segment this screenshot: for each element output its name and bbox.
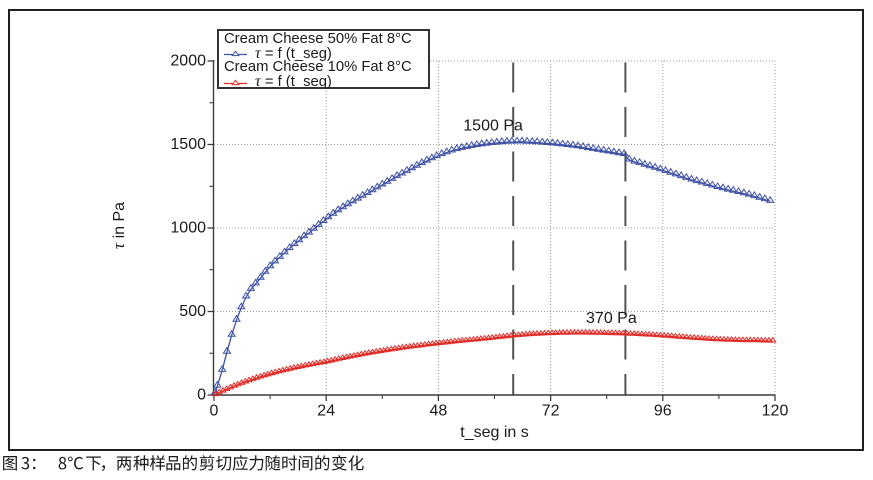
figure-caption: 图 3： 8℃下，两种样品的剪切应力随时间的变化	[0, 450, 420, 475]
series-markers-0	[210, 136, 775, 395]
annotation-1: 370 Pa	[586, 310, 637, 327]
series-markers-1	[211, 328, 777, 397]
x-tick-label-120: 120	[762, 403, 789, 420]
legend-sample-row-1: τ = f (t_seg)	[224, 72, 428, 89]
x-tick-label-72: 72	[542, 403, 560, 420]
x-tick-label-24: 24	[317, 403, 335, 420]
legend-marker-line-icon-0	[224, 50, 247, 57]
annotation-0: 1500 Pa	[463, 117, 523, 134]
y-tick-label-500: 500	[179, 303, 206, 320]
figure-frame	[8, 9, 864, 451]
legend-series-label-1: τ = f (t_seg)	[255, 72, 332, 89]
legend-series-title-1: Cream Cheese 10% Fat 8°C	[224, 59, 412, 76]
chart-legend: Cream Cheese 50% Fat 8°C τ = f (t_seg) Cre…	[217, 29, 430, 89]
y-tick-label-0: 0	[197, 387, 206, 404]
y-tick-label-1000: 1000	[170, 220, 206, 237]
y-tick-label-1500: 1500	[170, 136, 206, 153]
y-tick-label-2000: 2000	[170, 53, 206, 70]
legend-series-title-0: Cream Cheese 50% Fat 8°C	[224, 31, 412, 47]
x-tick-label-0: 0	[210, 403, 219, 420]
y-axis-title: τ in Pa	[109, 202, 128, 249]
figure-caption-glyphs	[3, 455, 364, 471]
x-tick-label-48: 48	[430, 403, 448, 420]
legend-marker-line-icon-1	[224, 79, 247, 85]
legend-series-label-0: τ = f (t_seg)	[255, 44, 332, 62]
x-axis-title: t_seg in s	[460, 424, 528, 441]
legend-sample-row-0: τ = f (t_seg)	[224, 44, 428, 62]
x-tick-label-96: 96	[654, 403, 672, 420]
series-line-1	[215, 332, 773, 396]
